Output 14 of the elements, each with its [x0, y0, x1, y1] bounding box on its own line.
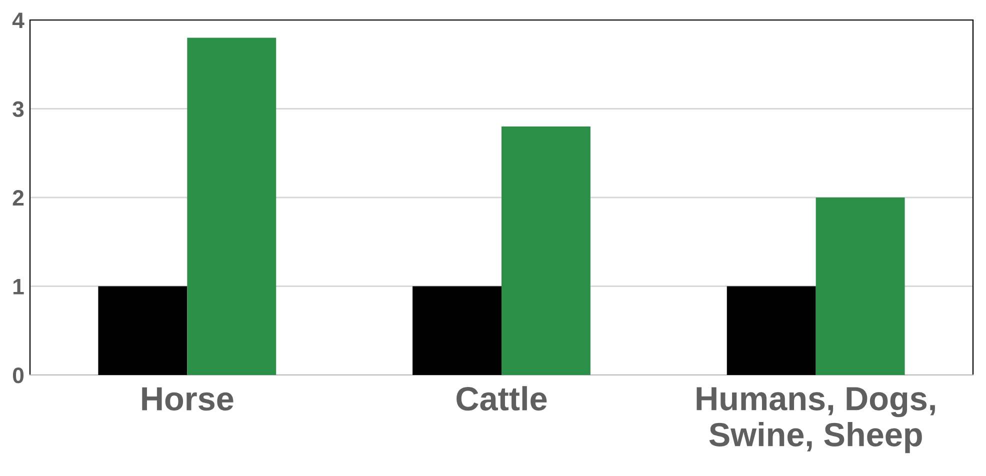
bar: [412, 286, 502, 375]
y-tick-label: 0: [12, 368, 24, 384]
x-tick-label: Cattle: [456, 386, 547, 411]
bar: [187, 38, 276, 375]
bar: [98, 286, 188, 375]
bar: [502, 126, 590, 375]
y-tick-label: 2: [12, 190, 24, 206]
x-tick-label: Humans, Dogs, Swine, Sheep: [696, 387, 935, 454]
bar: [726, 286, 816, 375]
y-tick-label: 1: [13, 279, 24, 294]
y-tick-label: 3: [12, 101, 24, 118]
bar: [816, 198, 905, 375]
y-tick-label: 4: [12, 12, 24, 28]
x-tick-label: Horse: [142, 387, 234, 411]
